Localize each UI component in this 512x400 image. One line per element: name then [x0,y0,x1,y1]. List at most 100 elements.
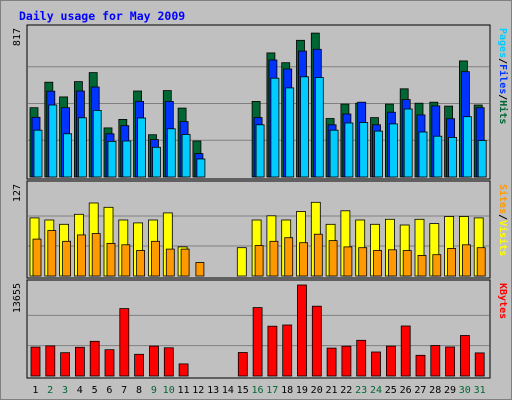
bar-sites [447,247,457,277]
bar-kbytes [75,346,85,377]
legend-kbytes: KBytes [497,283,508,319]
x-tick-label: 14 [222,385,234,396]
x-tick-label: 6 [106,385,112,396]
bar-pages [122,140,132,178]
bar-sites [32,238,42,277]
bar-kbytes [30,346,41,377]
bar-kbytes [163,347,174,377]
bar-sites [417,254,427,277]
x-tick-label: 28 [429,385,441,396]
bar-kbytes [311,305,322,377]
bar-kbytes [459,335,470,377]
panel-1: 817 Pages/Files/Hits [12,24,509,180]
y-max-label: 13655 [12,283,23,313]
bar-sites [165,248,175,277]
x-tick-label: 13 [207,385,219,396]
bar-kbytes [474,352,485,377]
x-tick-label: 15 [237,385,249,396]
y-max-label: 127 [12,184,23,202]
legend: KBytes [497,283,508,319]
legend-files: Files [497,64,509,94]
legend-pages: Pages [497,28,508,58]
bar-sites [299,242,308,277]
bar-sites [62,240,71,277]
bar-kbytes [237,352,248,377]
bar-sites [358,247,368,277]
bar-sites [432,254,442,277]
bar-sites [77,234,86,277]
bar-sites [269,240,279,277]
bar-kbytes [149,345,159,377]
bar-sites [373,250,382,277]
x-tick-label: 8 [136,385,142,396]
x-tick-label: 9 [151,385,157,396]
legend-sites: Sites [497,184,509,214]
bar-sites [476,247,486,277]
bar-sites [151,240,160,277]
legend-separator: / [497,214,508,220]
y-max-label: 817 [12,28,23,46]
legend-separator: / [497,94,508,100]
bar-sites [284,237,294,277]
bar-kbytes [371,351,381,377]
bar-sites [106,242,116,277]
bar-pages [344,122,354,178]
bar-kbytes [134,353,145,377]
x-axis-labels: 1 2 3 4 5 6 7 8 9 10 11 12 13 14 15 16 17 18 19 20 21 22 23 24 2… [32,385,485,396]
x-tick-label: 11 [177,385,189,396]
bar-pages [181,134,191,178]
bar-pages [285,87,295,178]
bar-kbytes [60,352,70,377]
bar-pages [433,135,443,178]
bar-kbytes [445,346,456,377]
bar-sites [387,249,397,277]
x-tick-label: 12 [192,385,204,396]
bar-kbytes [178,363,189,377]
bar-pages [166,128,176,178]
bar-pages [63,133,72,178]
bar-visits [236,247,247,277]
x-tick-label: 27 [414,385,426,396]
bar-kbytes [45,345,56,377]
bar-pages [374,130,383,178]
legend-visits: Visits [497,220,509,256]
bar-pages [314,77,324,178]
x-tick-label: 24 [370,385,382,396]
x-tick-label: 22 [340,385,352,396]
x-tick-label: 26 [400,385,412,396]
x-tick-label: 19 [296,385,308,396]
x-tick-label: 20 [311,385,323,396]
x-tick-label: 21 [325,385,337,396]
x-tick-label: 5 [92,385,98,396]
bar-kbytes [326,347,337,377]
bar-pages [137,117,147,178]
bar-pages [152,146,161,178]
bar-sites [313,233,323,277]
panel-3: 13655 KBytes [12,279,508,379]
x-tick-label: 2 [47,385,53,396]
x-tick-label: 16 [251,385,263,396]
bar-pages [78,117,87,178]
bar-kbytes [341,345,352,377]
bar-pages [92,110,102,178]
x-tick-label: 17 [266,385,278,396]
bar-pages [107,140,117,178]
bar-pages [48,104,58,178]
x-tick-label: 31 [474,385,486,396]
bar-kbytes [104,349,115,377]
bar-pages [329,129,339,178]
legend: Sites/Visits [497,184,509,256]
x-tick-label: 1 [32,385,38,396]
chart-title: Daily usage for May 2009 [19,9,185,23]
bar-sites [180,248,190,277]
bar-kbytes [356,339,367,377]
x-tick-label: 29 [444,385,456,396]
bar-sites [195,262,205,277]
bar-pages [477,140,487,178]
bar-sites [328,240,338,277]
x-tick-label: 25 [385,385,397,396]
x-tick-label: 30 [459,385,471,396]
bar-pages [359,122,369,178]
